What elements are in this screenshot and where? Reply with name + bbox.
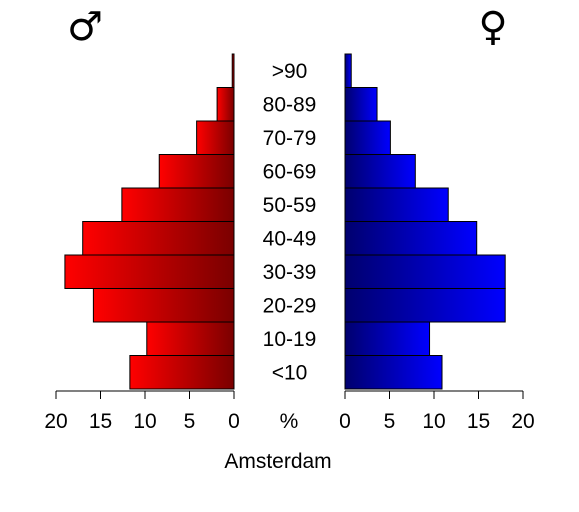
male-bar-0 xyxy=(129,355,235,390)
category-label: 30-39 xyxy=(263,261,317,284)
female-tick-label: 5 xyxy=(384,410,396,433)
female-tick-label: 15 xyxy=(467,410,490,433)
female-tick-label: 10 xyxy=(422,410,445,433)
male-tick-label: 0 xyxy=(228,410,240,433)
male-bar-3 xyxy=(64,254,235,289)
male-tick-label: 20 xyxy=(44,410,67,433)
female-bar-9 xyxy=(344,53,352,88)
category-label: 50-59 xyxy=(263,194,317,217)
category-label: 20-29 xyxy=(263,294,317,317)
male-bar-6 xyxy=(158,154,235,189)
female-x-axis: 0 5 10 15 20 xyxy=(339,390,535,433)
male-bars xyxy=(64,53,235,390)
category-label: 60-69 xyxy=(263,160,317,183)
male-tick-label: 15 xyxy=(89,410,112,433)
female-tick-label: 0 xyxy=(339,410,351,433)
male-bar-9 xyxy=(231,53,235,88)
category-label: 40-49 xyxy=(263,227,317,250)
category-label: <10 xyxy=(272,361,308,384)
chart-title: Amsterdam xyxy=(224,450,331,473)
male-tick-label: 10 xyxy=(133,410,156,433)
female-bar-2 xyxy=(344,288,506,323)
female-bar-3 xyxy=(344,254,506,289)
female-bars xyxy=(344,53,506,390)
male-x-axis: 0 5 10 15 20 xyxy=(44,390,240,433)
female-bar-1 xyxy=(344,321,431,356)
male-symbol-icon: ♂ xyxy=(67,4,103,50)
category-label: 80-89 xyxy=(263,93,317,116)
female-tick-label: 20 xyxy=(511,410,534,433)
female-bar-7 xyxy=(344,120,391,155)
female-bar-8 xyxy=(344,87,378,122)
center-axis-label: % xyxy=(280,410,299,433)
male-bar-2 xyxy=(92,288,235,323)
female-symbol-icon: ♀ xyxy=(478,4,507,50)
male-bar-7 xyxy=(196,120,235,155)
female-bar-4 xyxy=(344,221,478,256)
female-bar-0 xyxy=(344,355,443,390)
category-label: 70-79 xyxy=(263,127,317,150)
category-labels: <10 10-19 20-29 30-39 40-49 50-59 60-69 70-79 80… xyxy=(263,60,317,385)
male-bar-8 xyxy=(216,87,235,122)
female-bar-5 xyxy=(344,187,449,222)
male-bar-4 xyxy=(82,221,235,256)
male-bar-1 xyxy=(146,321,235,356)
male-bar-5 xyxy=(121,187,235,222)
category-label: >90 xyxy=(272,60,308,83)
category-label: 10-19 xyxy=(263,328,317,351)
male-tick-label: 5 xyxy=(184,410,196,433)
female-bar-6 xyxy=(344,154,416,189)
